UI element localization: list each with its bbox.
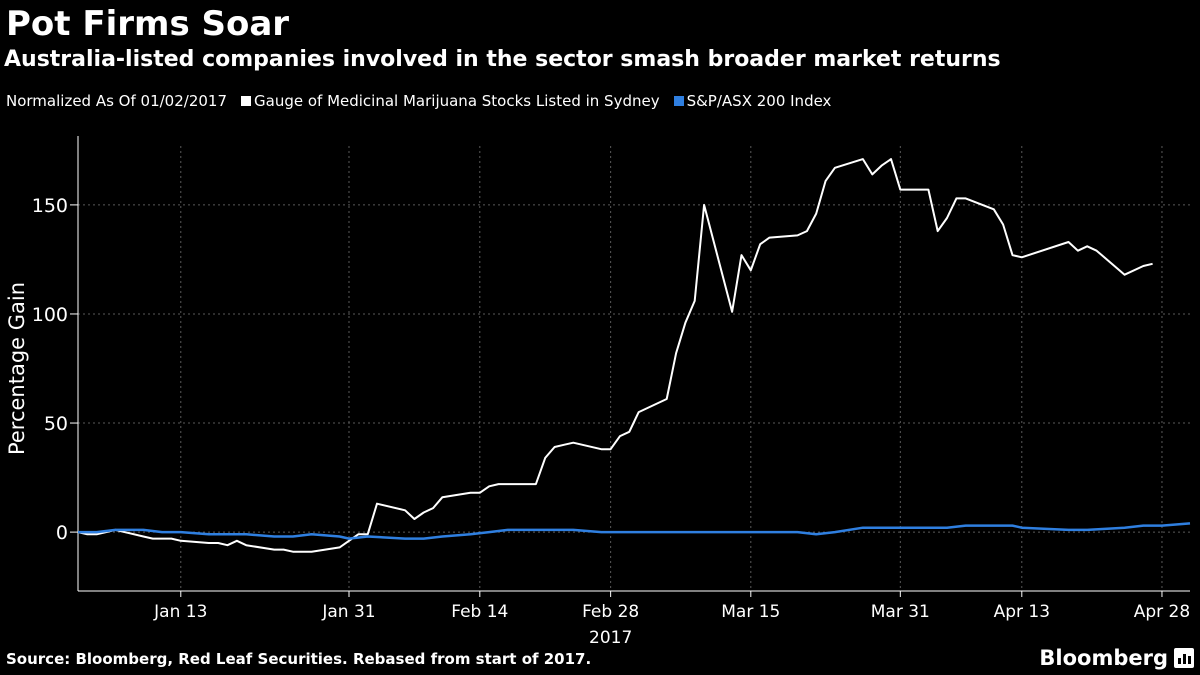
line-chart: 0 50 100 150 Jan 13 Jan 31 Feb 14 Feb 28 Mar 15 M…: [5, 136, 1191, 648]
legend-swatch-white: [241, 96, 251, 106]
legend-swatch-blue: [673, 96, 684, 106]
y-tick-label: 150: [32, 195, 68, 217]
x-tick-label: Feb 28: [582, 602, 639, 622]
series-line-asx200: [78, 522, 1191, 540]
chart-subtitle: Australia-listed companies involved in t…: [4, 47, 1001, 72]
chart-title: Pot Firms Soar: [6, 4, 290, 44]
x-tick-label: Jan 31: [321, 602, 375, 622]
legend-item-marijuana-gauge: Gauge of Medicinal Marijuana Stocks List…: [241, 92, 660, 110]
bloomberg-terminal-icon: [1174, 648, 1194, 668]
source-note: Source: Bloomberg, Red Leaf Securities. …: [6, 650, 592, 668]
legend-label-marijuana-gauge: Gauge of Medicinal Marijuana Stocks List…: [254, 92, 660, 110]
x-axis-year-label: 2017: [589, 628, 632, 648]
x-tick-label: Apr 28: [1134, 602, 1190, 622]
chart-legend: Normalized As Of 01/02/2017 Gauge of Med…: [6, 90, 831, 112]
x-tick-label: Mar 15: [721, 602, 780, 622]
x-tick-label: Apr 13: [994, 602, 1050, 622]
legend-label-asx200: S&P/ASX 200 Index: [686, 92, 832, 110]
series-line-marijuana-gauge: [77, 158, 1153, 553]
x-tick-label: Mar 31: [871, 602, 930, 622]
legend-note: Normalized As Of 01/02/2017: [6, 92, 227, 110]
y-axis-title: Percentage Gain: [5, 282, 29, 455]
bloomberg-logo-text: Bloomberg: [1039, 646, 1168, 670]
x-tick-label: Jan 13: [153, 602, 207, 622]
y-tick-label: 50: [44, 413, 68, 435]
y-tick-label: 0: [56, 522, 68, 544]
y-tick-label: 100: [32, 304, 68, 326]
x-tick-label: Feb 14: [451, 602, 508, 622]
legend-item-asx200: S&P/ASX 200 Index: [673, 92, 832, 110]
